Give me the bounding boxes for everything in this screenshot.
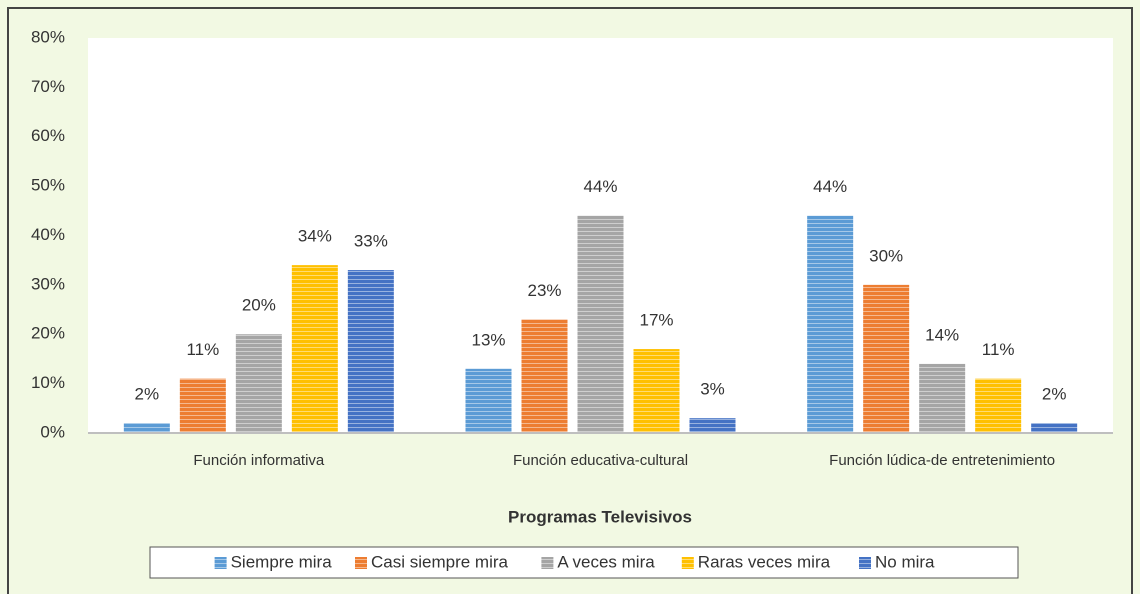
y-tick-label: 50%: [31, 176, 65, 195]
legend-label: Siempre mira: [231, 552, 333, 571]
legend-label: No mira: [875, 552, 935, 571]
bar: [347, 270, 394, 433]
bar: [975, 378, 1022, 433]
legend-label: Raras veces mira: [698, 552, 831, 571]
bar: [521, 319, 568, 433]
legend-box: [149, 546, 1019, 579]
y-tick-label: 10%: [31, 373, 65, 392]
bar: [807, 215, 854, 433]
y-tick-label: 70%: [31, 77, 65, 96]
legend-swatch: [681, 557, 694, 569]
data-label: 30%: [869, 246, 903, 265]
legend-swatch: [355, 557, 367, 569]
bar: [179, 378, 226, 433]
data-label: 23%: [527, 281, 561, 300]
data-label: 2%: [1042, 385, 1067, 404]
bar: [1031, 423, 1078, 433]
x-tick-label: Función informativa: [193, 452, 325, 469]
legend-swatch: [859, 557, 871, 569]
x-tick-label: Función educativa-cultural: [513, 452, 688, 469]
bar: [577, 215, 624, 433]
data-label: 33%: [354, 232, 388, 251]
bar: [919, 363, 966, 433]
data-label: 44%: [583, 177, 617, 196]
y-tick-label: 40%: [31, 225, 65, 244]
legend-label: Casi siempre mira: [371, 552, 509, 571]
bar: [123, 423, 170, 433]
bar: [465, 368, 512, 433]
axis-title: Programas Televisivos: [508, 507, 692, 526]
data-label: 11%: [186, 340, 219, 359]
data-label: 2%: [135, 385, 160, 404]
legend-swatch: [214, 557, 227, 569]
bar: [235, 334, 282, 433]
legend-swatch: [541, 557, 554, 569]
x-tick-label: Función lúdica-de entretenimiento: [829, 452, 1055, 469]
data-label: 20%: [242, 296, 276, 315]
data-label: 44%: [813, 177, 847, 196]
data-label: 11%: [982, 340, 1015, 359]
bar: [689, 418, 736, 433]
y-tick-label: 80%: [31, 27, 65, 46]
bar: [633, 349, 680, 433]
legend-label: A veces mira: [557, 552, 655, 571]
data-label: 3%: [700, 380, 725, 399]
y-tick-label: 60%: [31, 126, 65, 145]
data-label: 14%: [925, 325, 959, 344]
y-tick-label: 30%: [31, 274, 65, 293]
data-label: 17%: [639, 311, 673, 330]
data-label: 34%: [298, 227, 332, 246]
data-label: 13%: [471, 330, 505, 349]
y-tick-label: 20%: [31, 324, 65, 343]
y-tick-label: 0%: [40, 422, 65, 441]
bar: [291, 265, 338, 433]
bar: [863, 284, 910, 433]
